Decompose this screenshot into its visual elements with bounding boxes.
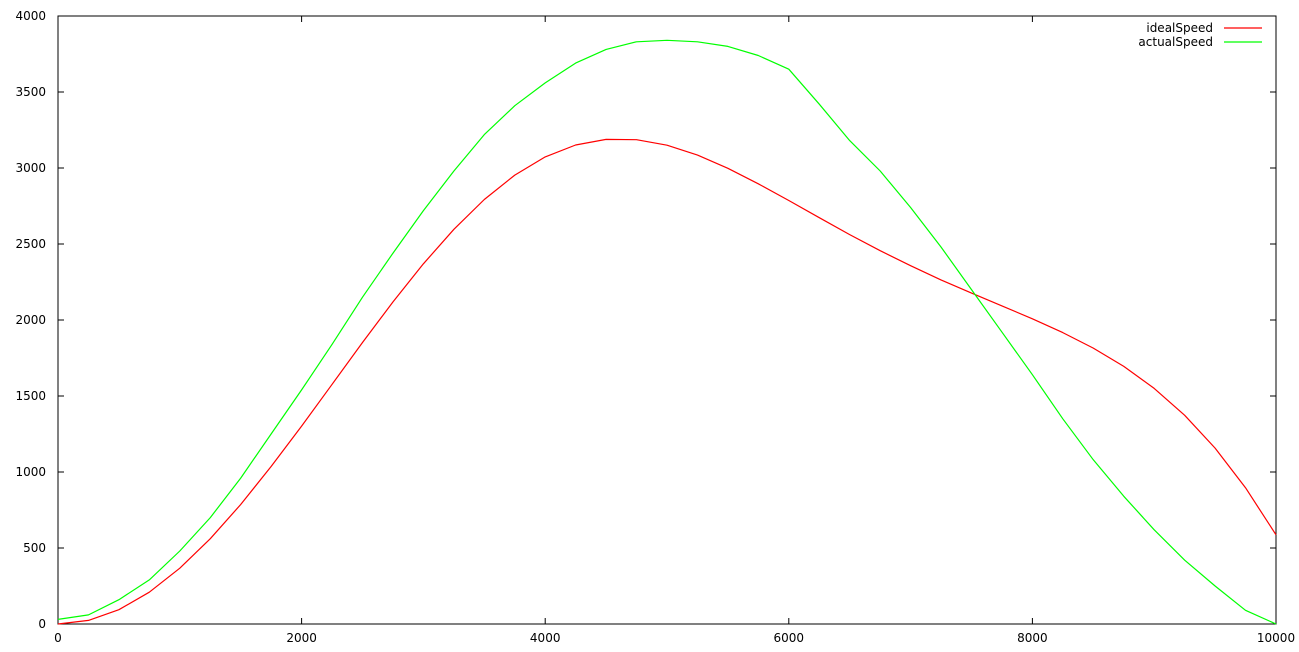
plot-frame <box>57 15 1277 625</box>
series-line-actualSpeed <box>57 39 1277 625</box>
y-tick-label: 0 <box>38 617 46 631</box>
legend-label-idealSpeed: idealSpeed <box>1146 21 1213 35</box>
x-tick-label: 2000 <box>286 631 317 645</box>
tick-marks <box>57 15 1277 625</box>
tick-labels: 0 2000 4000 6000 8000 10000 0 500 1000 1500 2000 25… <box>15 9 1295 645</box>
legend-label-actualSpeed: actualSpeed <box>1138 35 1213 49</box>
y-tick-label: 4000 <box>15 9 46 23</box>
x-tick-label: 8000 <box>1017 631 1048 645</box>
y-tick-label: 3500 <box>15 85 46 99</box>
x-tick-label: 10000 <box>1257 631 1295 645</box>
axes <box>57 15 1277 625</box>
y-tick-label: 1000 <box>15 465 46 479</box>
series-lines <box>57 39 1277 625</box>
x-tick-label: 4000 <box>530 631 561 645</box>
series-line-idealSpeed <box>57 138 1277 625</box>
y-tick-label: 2000 <box>15 313 46 327</box>
y-tick-label: 3000 <box>15 161 46 175</box>
x-tick-label: 0 <box>54 631 62 645</box>
y-tick-label: 500 <box>23 541 46 555</box>
x-tick-label: 6000 <box>774 631 805 645</box>
y-tick-label: 2500 <box>15 237 46 251</box>
y-tick-label: 1500 <box>15 389 46 403</box>
